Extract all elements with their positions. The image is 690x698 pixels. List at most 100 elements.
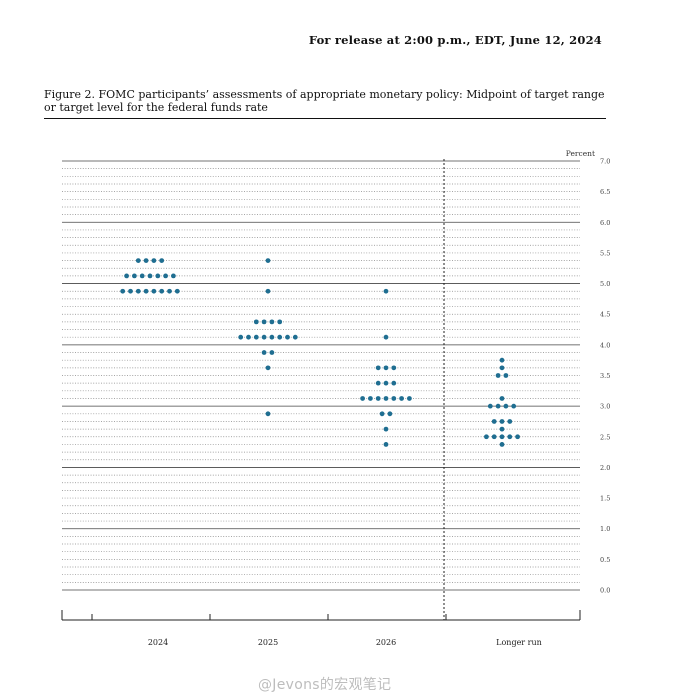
data-dot xyxy=(159,258,165,263)
data-dot xyxy=(147,273,153,279)
y-tick-label: 4.5 xyxy=(600,311,610,319)
y-tick-label: 7.0 xyxy=(600,158,610,166)
data-dot xyxy=(368,396,373,401)
y-tick-label: 4.0 xyxy=(600,341,610,349)
y-tick-label: 0.0 xyxy=(600,587,610,595)
data-dot xyxy=(499,442,505,447)
data-dot xyxy=(269,319,275,325)
data-dot xyxy=(155,273,161,279)
data-dot xyxy=(292,334,298,340)
y-tick-label: 6.5 xyxy=(600,188,610,196)
y-tick-label: 2.0 xyxy=(600,464,610,472)
y-tick-label: 5.0 xyxy=(600,280,610,288)
data-dot xyxy=(391,380,397,386)
data-dot xyxy=(120,288,126,294)
data-dot xyxy=(163,273,169,279)
data-dot xyxy=(139,273,145,279)
data-dot xyxy=(135,258,141,263)
data-dot xyxy=(383,334,389,340)
data-dot xyxy=(499,396,505,401)
y-axis-label: Percent xyxy=(566,149,595,158)
data-dot xyxy=(375,396,381,401)
y-tick-label: 3.5 xyxy=(600,372,610,380)
data-dot xyxy=(261,319,267,325)
data-dot xyxy=(495,373,501,378)
data-dot xyxy=(499,434,505,440)
data-dot xyxy=(265,288,271,294)
y-tick-label: 1.5 xyxy=(600,495,610,503)
data-dot xyxy=(167,288,172,294)
data-dot xyxy=(269,334,275,340)
data-dot xyxy=(507,434,513,440)
data-dot xyxy=(238,334,244,340)
data-dot xyxy=(375,380,381,386)
data-dot xyxy=(383,365,389,371)
data-dot xyxy=(159,288,165,294)
x-category-label: Longer run xyxy=(496,638,542,647)
data-dot xyxy=(360,396,365,401)
data-dot xyxy=(387,411,393,417)
y-tick-labels: 0.0 0.5 1.0 1.5 2.0 2.5 3.0 3.5 4.0 4.5 5.0 5.5 6.0 6… xyxy=(600,158,610,595)
data-dot xyxy=(171,273,176,279)
data-dot xyxy=(407,396,412,401)
data-dot xyxy=(375,365,381,371)
data-dot xyxy=(253,334,259,340)
data-dot xyxy=(261,334,267,340)
data-dot xyxy=(383,426,389,432)
data-dot xyxy=(379,411,385,417)
data-dot xyxy=(265,411,271,417)
data-dot xyxy=(151,258,157,263)
release-note: For release at 2:00 p.m., EDT, June 12, … xyxy=(308,33,602,47)
data-dot xyxy=(391,365,397,371)
data-dot xyxy=(151,288,157,294)
data-dot xyxy=(253,319,259,325)
data-dot xyxy=(265,365,271,371)
data-dot xyxy=(515,434,520,440)
caption-rule xyxy=(44,118,606,119)
data-dot xyxy=(277,334,283,340)
data-dot xyxy=(135,288,141,294)
y-tick-label: 1.0 xyxy=(600,525,610,533)
data-dot xyxy=(124,273,129,279)
data-dot xyxy=(391,396,397,401)
y-tick-label: 5.5 xyxy=(600,249,610,257)
data-dot xyxy=(265,258,271,263)
data-dot xyxy=(383,396,389,401)
y-tick-label: 2.5 xyxy=(600,433,610,441)
data-dot xyxy=(128,288,133,294)
data-dot xyxy=(383,288,389,294)
data-dot xyxy=(503,373,509,378)
data-dot xyxy=(143,258,149,263)
data-dot xyxy=(399,396,404,401)
x-axis: 2024 2025 2026 Longer run xyxy=(61,610,581,647)
data-dot xyxy=(269,350,275,355)
data-dot xyxy=(507,419,513,424)
data-dot xyxy=(495,403,501,409)
data-dot xyxy=(383,380,389,386)
data-dot xyxy=(484,434,489,440)
dots xyxy=(120,258,520,447)
data-dot xyxy=(491,434,497,440)
figure-caption: Figure 2. FOMC participants’ assessments… xyxy=(44,88,605,114)
data-dot xyxy=(143,288,149,294)
x-category-label: 2025 xyxy=(258,638,278,647)
data-dot xyxy=(132,273,137,279)
data-dot xyxy=(277,319,283,325)
data-dot xyxy=(487,403,493,409)
y-tick-label: 3.0 xyxy=(600,403,610,411)
data-dot xyxy=(261,350,267,355)
data-dot xyxy=(499,357,505,363)
data-dot xyxy=(491,419,497,424)
data-dot xyxy=(174,288,180,294)
data-dot xyxy=(499,419,505,424)
x-category-label: 2024 xyxy=(148,638,168,647)
x-category-label: 2026 xyxy=(376,638,396,647)
data-dot xyxy=(383,442,389,447)
y-tick-label: 6.0 xyxy=(600,219,610,227)
data-dot xyxy=(511,403,517,409)
data-dot xyxy=(499,365,505,371)
y-tick-label: 0.5 xyxy=(600,556,610,564)
watermark-text: @Jevons的宏观笔记 xyxy=(258,677,392,693)
gridlines xyxy=(62,160,580,591)
